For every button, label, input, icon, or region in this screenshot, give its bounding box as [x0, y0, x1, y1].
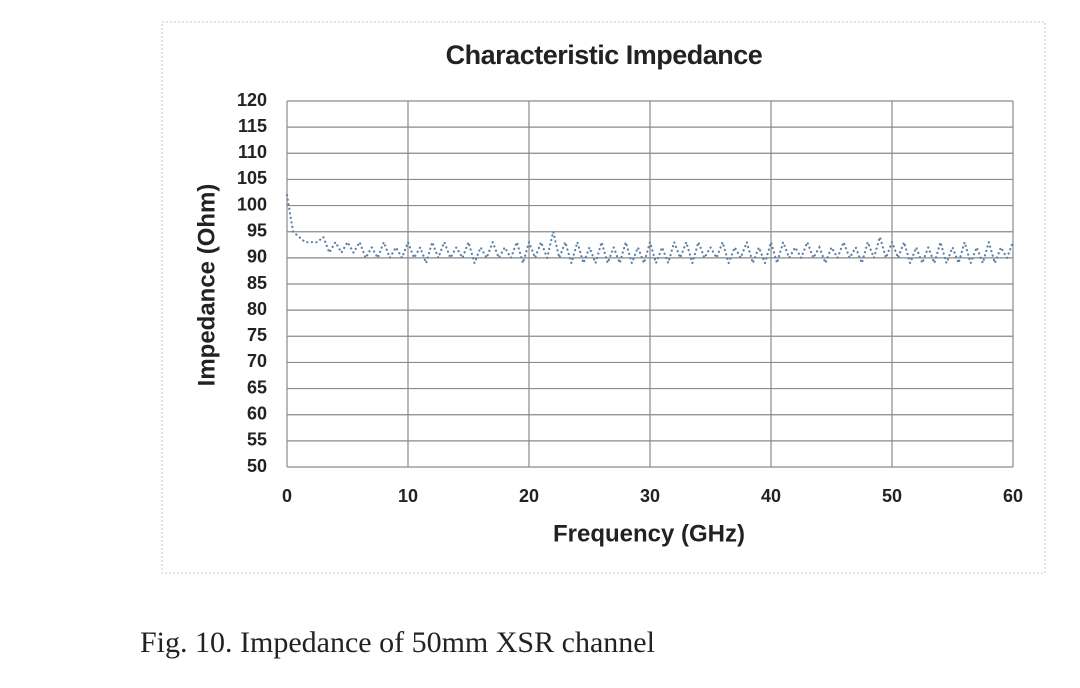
- y-tick-label: 60: [247, 403, 267, 423]
- y-tick-label: 85: [247, 273, 267, 293]
- y-tick-label: 120: [237, 90, 267, 110]
- x-tick-label: 40: [761, 486, 781, 506]
- y-tick-label: 110: [238, 142, 267, 162]
- chart-frame: [161, 21, 1046, 574]
- y-tick-label: 80: [247, 299, 267, 319]
- y-tick-label: 50: [247, 456, 267, 476]
- x-tick-label: 30: [640, 486, 660, 506]
- data-line: [285, 194, 1015, 268]
- x-tick-label: 20: [519, 486, 539, 506]
- x-axis-label: Frequency (GHz): [553, 520, 745, 547]
- x-tick-label: 10: [398, 486, 418, 506]
- y-tick-label: 95: [247, 220, 267, 240]
- y-tick-label: 115: [238, 116, 267, 136]
- y-tick-label: 65: [247, 377, 267, 397]
- y-tick-label: 90: [247, 247, 267, 267]
- y-tick-label: 70: [247, 351, 267, 371]
- y-tick-label: 100: [237, 194, 267, 214]
- x-tick-label: 50: [882, 486, 902, 506]
- chart-title: Characteristic Impedance: [446, 40, 763, 70]
- x-tick-label: 0: [282, 486, 292, 506]
- y-axis-label: Impedance (Ohm): [193, 184, 220, 387]
- caption: Fig. 10. Impedance of 50mm XSR channel: [140, 626, 655, 659]
- y-tick-label: 75: [247, 325, 267, 345]
- y-tick-label: 105: [237, 168, 267, 188]
- x-tick-label: 60: [1003, 486, 1023, 506]
- y-tick-label: 55: [247, 430, 267, 450]
